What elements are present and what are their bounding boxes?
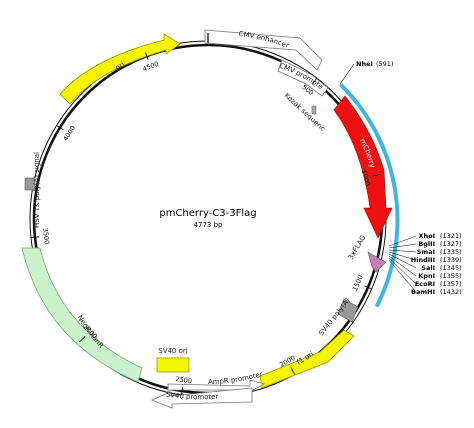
- site-position-bamhi: (1432): [440, 288, 462, 296]
- tick-mark-2000: [290, 367, 296, 375]
- site-position-xhoi: (1321): [440, 232, 462, 240]
- feature-label-ori: ori: [114, 60, 126, 71]
- restriction-sites: NheI (591) XhoI (1321) BglII (1327) SmaI…: [339, 60, 462, 296]
- tick-mark-4000: [56, 125, 64, 131]
- site-position-sali: (1345): [440, 264, 462, 272]
- site-position-smai: (1335): [440, 248, 462, 256]
- tick-mark-3500: [30, 236, 39, 239]
- site-position-hindiii: (1339): [440, 256, 462, 264]
- site-enzyme-sali: SalI: [421, 264, 435, 272]
- feature-label-sv40-ori: SV40 ori: [158, 347, 188, 355]
- feature-mcherry: [333, 95, 393, 239]
- tick-mark-1000: [372, 173, 381, 177]
- site-position-kpni: (1355): [440, 272, 462, 280]
- site-position-bglii: (1327): [440, 240, 462, 248]
- tick-mark-4500: [145, 52, 149, 61]
- feature-kozak-sequence: [311, 105, 317, 115]
- insert-highlight-arc: [339, 82, 400, 308]
- site-enzyme-smai: SmaI: [417, 248, 435, 256]
- feature-neor-kanr: [21, 247, 143, 383]
- feature-sv40-polya: [337, 298, 359, 323]
- feature-label-sv40-promoter: SV40 promoter: [165, 390, 218, 401]
- tick-label-2500: 2500: [175, 375, 193, 385]
- tick-mark-500: [311, 77, 318, 85]
- tick-mark-3000: [79, 336, 86, 343]
- site-enzyme-bamhi: BamHI: [411, 288, 435, 296]
- site-position-nhei: (591): [376, 60, 393, 68]
- site-leader-nhei: [339, 63, 355, 85]
- feature-3xflag: [367, 251, 387, 273]
- feature-label-kozak: Kozak sequence: [0, 0, 327, 133]
- feature-ori: [59, 33, 181, 105]
- feature-sv40-promoter: [150, 387, 253, 409]
- feature-cmv-enhancer: [204, 29, 323, 71]
- feature-f1-ori: [259, 329, 355, 389]
- tick-label-3500: 3500: [41, 227, 51, 244]
- feature-sv40-ori: [156, 357, 190, 373]
- feature-label-3xflag: 3xFLAG: [347, 234, 368, 261]
- site-enzyme-hindiii: HindIII: [411, 256, 435, 264]
- plasmid-name: pmCherry-C3-3Flag: [159, 208, 256, 219]
- site-leader-fan: [388, 235, 417, 293]
- site-enzyme-nhei: NheI: [356, 60, 373, 68]
- tick-label-4500: 4500: [142, 60, 160, 73]
- plasmid-size: 4773 bp: [194, 221, 223, 229]
- site-enzyme-bglii: BglII: [418, 240, 435, 248]
- tick-label-4000: 4000: [62, 124, 78, 142]
- site-enzyme-xhoi: XhoI: [418, 232, 435, 240]
- tick-label-1000: 1000: [360, 169, 372, 187]
- tick-mark-1500: [364, 285, 372, 290]
- site-enzyme-ecori: EcoRI: [415, 280, 435, 288]
- site-position-ecori: (1357): [440, 280, 462, 288]
- tick-label-1500: 1500: [351, 274, 365, 292]
- site-enzyme-kpni: KpnI: [418, 272, 435, 280]
- tick-mark-2500: [181, 387, 184, 396]
- feature-hsv-tk-polya: [24, 177, 36, 191]
- feature-label-hsv-tk-polya: HSV TK poly(A) signal: [33, 152, 41, 228]
- feature-cmv-promoter: [277, 59, 329, 97]
